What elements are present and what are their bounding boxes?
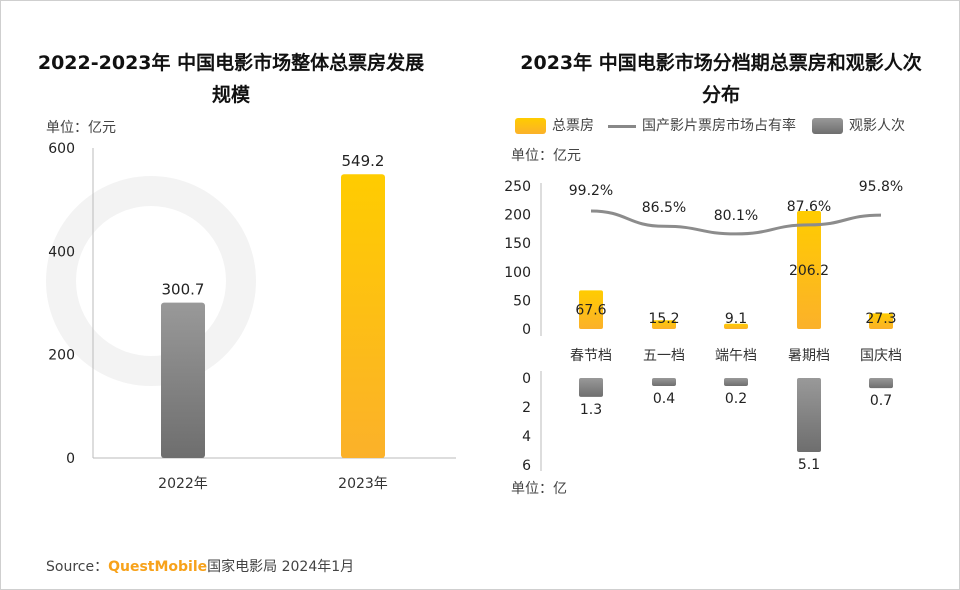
right-top-y-tick: 150 (504, 236, 531, 252)
category-label: 五一档 (643, 348, 685, 364)
left-y-tick: 200 (48, 348, 75, 364)
box-office-label: 15.2 (648, 311, 679, 327)
box-office-bar-暑期档 (797, 211, 821, 329)
box-office-label: 206.2 (789, 263, 829, 279)
admissions-label: 0.7 (870, 393, 892, 409)
right-bottom-unit-label: 单位：亿 (511, 481, 567, 497)
right-chart-legend: 总票房 国产影片票房市场占有率 观影人次 (515, 117, 905, 135)
legend-swatch-share (608, 124, 636, 128)
watermark-logo (46, 176, 256, 386)
source-line: Source：QuestMobile国家电影局 2024年1月 (46, 556, 354, 576)
domestic-share-label: 80.1% (714, 208, 758, 224)
right-unit-label: 单位：亿元 (511, 148, 581, 164)
left-y-tick: 0 (66, 451, 75, 467)
right-bottom-y-tick: 2 (522, 400, 531, 416)
right-bottom-y-tick: 0 (522, 371, 531, 387)
left-bar-label: 549.2 (342, 152, 385, 170)
category-label: 国庆档 (860, 348, 902, 364)
admissions-label: 0.4 (653, 391, 675, 407)
right-chart-title: 2023年 中国电影市场分档期总票房和观影人次分布 (520, 52, 922, 106)
domestic-share-label: 95.8% (859, 179, 903, 195)
source-text: 国家电影局 2024年1月 (207, 559, 355, 575)
left-bar-2023年 (341, 174, 385, 458)
category-label: 端午档 (715, 348, 757, 364)
left-x-tick: 2023年 (338, 476, 388, 492)
source-brand: QuestMobile (108, 559, 208, 575)
left-y-tick: 400 (48, 244, 75, 260)
box-office-bar-国庆档 (869, 313, 893, 329)
category-label: 春节档 (570, 348, 612, 364)
legend-swatch-box-office (515, 118, 546, 134)
box-office-label: 67.6 (575, 303, 606, 319)
domestic-share-label: 87.6% (787, 199, 831, 215)
left-bar-2022年 (161, 302, 205, 458)
left-unit-label: 单位：亿元 (46, 120, 116, 136)
legend-share: 国产影片票房市场占有率 (642, 118, 796, 134)
admissions-label: 0.2 (725, 391, 747, 407)
box-office-bar-春节档 (579, 290, 603, 329)
legend-swatch-admissions (812, 118, 843, 134)
legend-box-office: 总票房 (552, 118, 594, 134)
right-bottom-y-tick: 6 (522, 458, 531, 474)
left-chart-title: 2022-2023年 中国电影市场整体总票房发展规模 (37, 52, 425, 106)
legend-admissions: 观影人次 (849, 118, 905, 134)
left-y-tick: 600 (48, 141, 75, 157)
right-top-y-tick: 200 (504, 208, 531, 224)
right-top-y-tick: 100 (504, 265, 531, 281)
admissions-label: 5.1 (798, 457, 820, 473)
right-top-y-tick: 50 (513, 293, 531, 309)
box-office-label: 27.3 (865, 311, 896, 327)
domestic-share-label: 86.5% (642, 200, 686, 216)
admissions-label: 1.3 (580, 402, 602, 418)
admissions-bar-暑期档 (797, 378, 821, 452)
right-top-y-tick: 0 (522, 322, 531, 338)
admissions-bar-五一档 (652, 378, 676, 386)
right-top-y-tick: 250 (504, 179, 531, 195)
source-label: Source： (46, 559, 109, 575)
admissions-bar-国庆档 (869, 378, 893, 389)
category-label: 暑期档 (788, 348, 830, 364)
box-office-bar-端午档 (724, 323, 748, 329)
domestic-share-line (590, 209, 882, 236)
domestic-share-label: 99.2% (569, 183, 613, 199)
left-bar-label: 300.7 (162, 281, 205, 299)
admissions-bar-端午档 (724, 378, 748, 386)
left-x-tick: 2022年 (158, 476, 208, 492)
admissions-bar-春节档 (579, 378, 603, 397)
box-office-label: 9.1 (725, 311, 747, 327)
right-bottom-y-tick: 4 (522, 429, 531, 445)
box-office-bar-五一档 (652, 320, 676, 329)
